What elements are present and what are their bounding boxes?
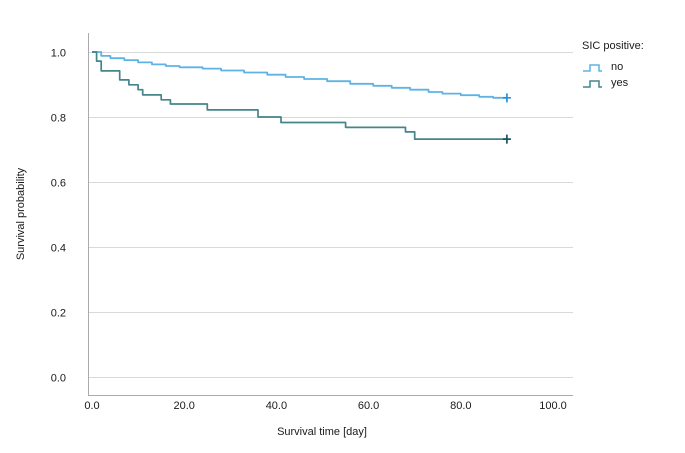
y-tick-label: 0.0 (51, 373, 66, 385)
x-axis-title: Survival time [day] (277, 426, 367, 438)
y-tick-label: 0.2 (51, 308, 66, 320)
censor-mark-yes (502, 134, 511, 144)
legend-label-no: no (611, 60, 624, 73)
legend-label-yes: yes (611, 76, 629, 89)
x-tick-label: 60.0 (358, 400, 379, 412)
survival-curve-yes (92, 51, 507, 140)
survival-curve-no (92, 51, 507, 99)
step-line-swatch-icon (583, 79, 602, 88)
step-line-swatch-icon (583, 63, 602, 72)
y-tick-label: 1.0 (51, 48, 66, 60)
x-tick-label: 40.0 (266, 400, 287, 412)
y-tick-label: 0.6 (51, 178, 66, 190)
x-tick-label: 0.0 (84, 400, 99, 412)
legend-item-no: no (582, 59, 644, 75)
y-tick-label: 0.8 (51, 113, 66, 125)
y-axis-title: Survival probability (15, 167, 27, 261)
legend: SIC positive: no yes (582, 40, 644, 91)
x-tick-label: 100.0 (539, 400, 567, 412)
x-tick-label: 20.0 (173, 400, 194, 412)
x-tick-label: 80.0 (450, 400, 471, 412)
y-tick-label: 0.4 (51, 243, 66, 255)
legend-item-yes: yes (582, 75, 644, 91)
legend-title: SIC positive: (582, 40, 644, 52)
censor-mark-no (502, 93, 511, 103)
